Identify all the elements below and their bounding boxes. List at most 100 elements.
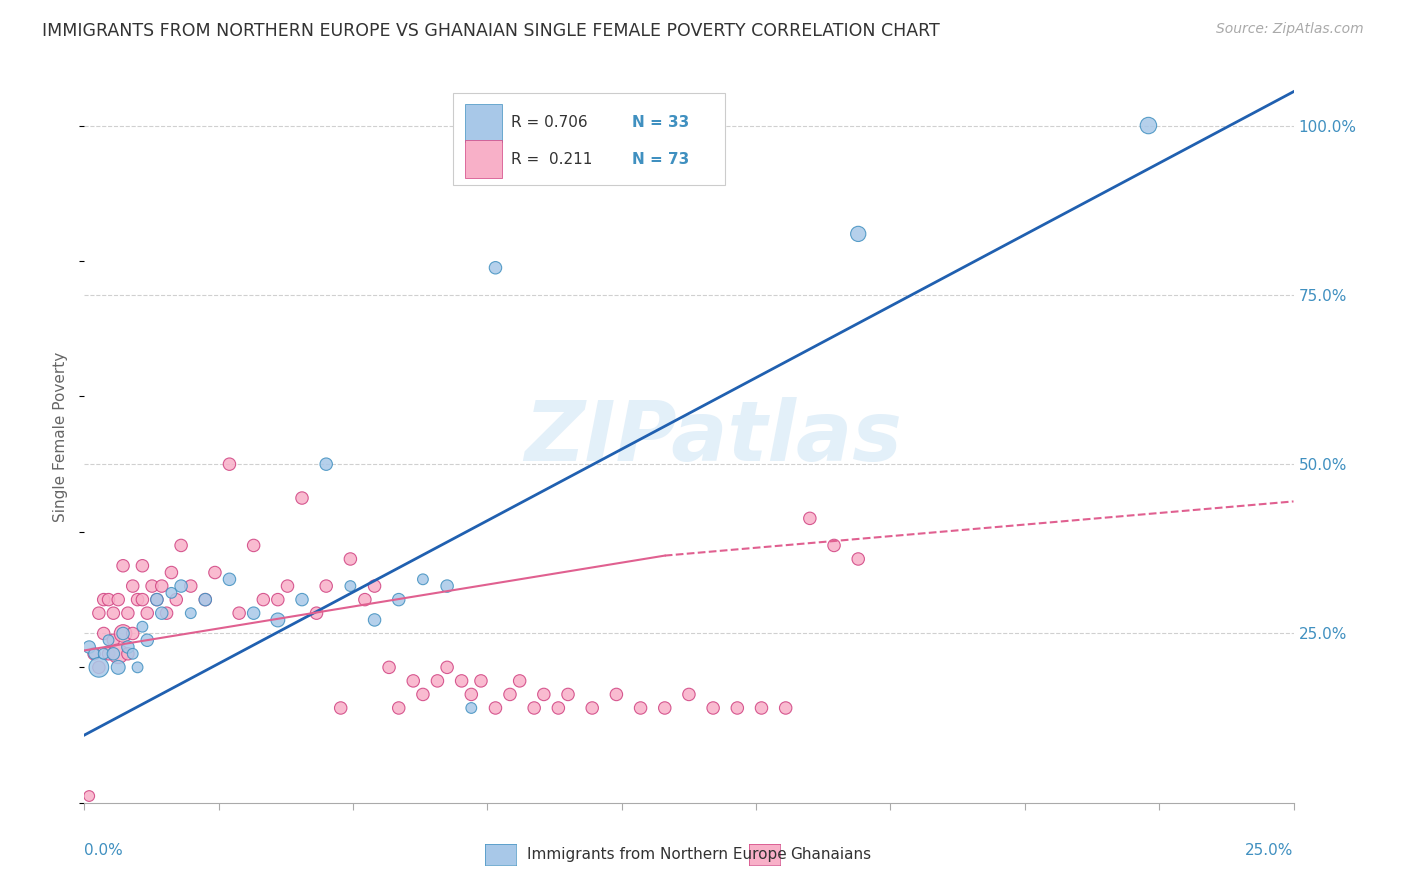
Point	[846, 227, 869, 241]
Point	[117, 606, 139, 620]
Point	[103, 633, 125, 648]
Point	[678, 688, 700, 702]
Point	[402, 673, 425, 688]
Point	[131, 558, 153, 573]
Point	[702, 701, 724, 715]
Point	[160, 566, 183, 580]
Point	[83, 647, 105, 661]
Point	[141, 579, 163, 593]
Point	[136, 633, 159, 648]
Point	[329, 701, 352, 715]
Point	[412, 688, 434, 702]
Point	[305, 606, 328, 620]
Point	[107, 647, 129, 661]
Point	[252, 592, 274, 607]
Point	[112, 626, 135, 640]
Point	[127, 592, 149, 607]
Point	[77, 789, 100, 803]
Point	[354, 592, 377, 607]
Point	[180, 606, 202, 620]
FancyBboxPatch shape	[465, 140, 502, 178]
Point	[412, 572, 434, 586]
Text: Source: ZipAtlas.com: Source: ZipAtlas.com	[1216, 22, 1364, 37]
Point	[103, 647, 125, 661]
Point	[117, 640, 139, 654]
Text: Ghanaians: Ghanaians	[790, 847, 872, 862]
Point	[194, 592, 217, 607]
Point	[242, 538, 264, 552]
Point	[523, 701, 546, 715]
Point	[363, 613, 385, 627]
Point	[460, 701, 482, 715]
Point	[823, 538, 845, 552]
Text: N = 33: N = 33	[633, 115, 689, 130]
Y-axis label: Single Female Poverty: Single Female Poverty	[53, 352, 69, 522]
Point	[725, 701, 748, 715]
Point	[228, 606, 250, 620]
Point	[267, 613, 290, 627]
Point	[242, 606, 264, 620]
Point	[547, 701, 569, 715]
Point	[170, 538, 193, 552]
Point	[605, 688, 627, 702]
Point	[150, 606, 173, 620]
Text: R = 0.706: R = 0.706	[512, 115, 588, 130]
Point	[121, 647, 143, 661]
Point	[315, 579, 337, 593]
Point	[83, 647, 105, 661]
Point	[180, 579, 202, 593]
Point	[117, 647, 139, 661]
Point	[121, 626, 143, 640]
Point	[194, 592, 217, 607]
Point	[751, 701, 773, 715]
Point	[107, 592, 129, 607]
Point	[87, 660, 110, 674]
Point	[131, 592, 153, 607]
Point	[581, 701, 603, 715]
Point	[155, 606, 177, 620]
Point	[87, 660, 110, 674]
Text: 0.0%: 0.0%	[84, 843, 124, 858]
Point	[97, 592, 120, 607]
Point	[388, 592, 411, 607]
Point	[775, 701, 797, 715]
Point	[339, 552, 361, 566]
Point	[146, 592, 169, 607]
Text: Immigrants from Northern Europe: Immigrants from Northern Europe	[527, 847, 787, 862]
Point	[846, 552, 869, 566]
Point	[103, 606, 125, 620]
Point	[93, 626, 115, 640]
Point	[654, 701, 676, 715]
Text: R =  0.211: R = 0.211	[512, 152, 592, 167]
FancyBboxPatch shape	[465, 103, 502, 142]
Point	[93, 647, 115, 661]
Point	[363, 579, 385, 593]
Point	[460, 688, 482, 702]
Point	[315, 457, 337, 471]
Point	[799, 511, 821, 525]
Point	[93, 592, 115, 607]
Point	[146, 592, 169, 607]
Point	[87, 606, 110, 620]
Point	[165, 592, 187, 607]
Point	[557, 688, 579, 702]
Point	[107, 660, 129, 674]
Point	[97, 633, 120, 648]
Point	[426, 673, 449, 688]
Point	[160, 586, 183, 600]
Point	[470, 673, 492, 688]
Point	[97, 647, 120, 661]
Point	[77, 640, 100, 654]
Text: 25.0%: 25.0%	[1246, 843, 1294, 858]
Point	[218, 457, 240, 471]
Point	[499, 688, 522, 702]
Point	[112, 558, 135, 573]
Text: N = 73: N = 73	[633, 152, 689, 167]
Point	[378, 660, 401, 674]
Point	[388, 701, 411, 715]
Point	[436, 660, 458, 674]
Point	[1137, 119, 1160, 133]
Point	[150, 579, 173, 593]
Point	[121, 579, 143, 593]
Point	[204, 566, 226, 580]
